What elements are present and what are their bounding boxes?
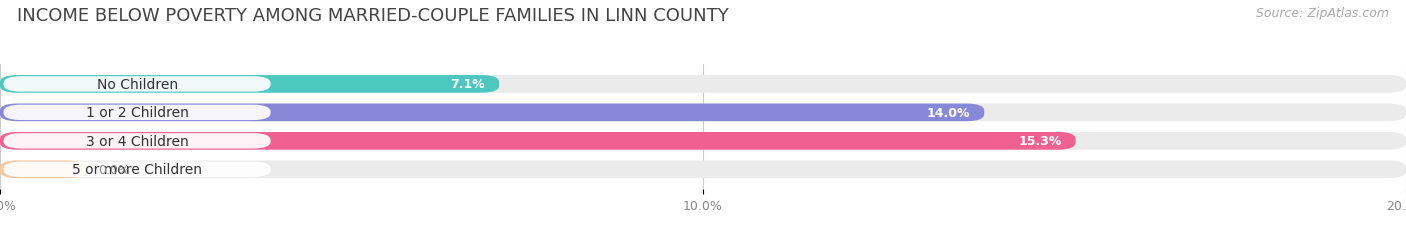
Text: 5 or more Children: 5 or more Children [72,163,202,176]
FancyBboxPatch shape [0,132,1076,150]
Text: 7.1%: 7.1% [450,78,485,91]
FancyBboxPatch shape [0,76,499,93]
Text: 3 or 4 Children: 3 or 4 Children [86,134,188,148]
FancyBboxPatch shape [3,134,270,149]
Text: Source: ZipAtlas.com: Source: ZipAtlas.com [1256,7,1389,20]
FancyBboxPatch shape [3,162,270,177]
FancyBboxPatch shape [3,77,270,92]
Text: No Children: No Children [97,78,177,91]
Text: 1 or 2 Children: 1 or 2 Children [86,106,188,120]
Text: INCOME BELOW POVERTY AMONG MARRIED-COUPLE FAMILIES IN LINN COUNTY: INCOME BELOW POVERTY AMONG MARRIED-COUPL… [17,7,728,25]
Text: 0.0%: 0.0% [98,163,131,176]
FancyBboxPatch shape [0,132,1406,150]
FancyBboxPatch shape [0,76,1406,93]
FancyBboxPatch shape [0,104,984,122]
FancyBboxPatch shape [0,161,1406,178]
Text: 14.0%: 14.0% [927,106,970,119]
Text: 15.3%: 15.3% [1018,135,1062,148]
FancyBboxPatch shape [3,105,270,121]
FancyBboxPatch shape [0,104,1406,122]
FancyBboxPatch shape [0,161,84,178]
